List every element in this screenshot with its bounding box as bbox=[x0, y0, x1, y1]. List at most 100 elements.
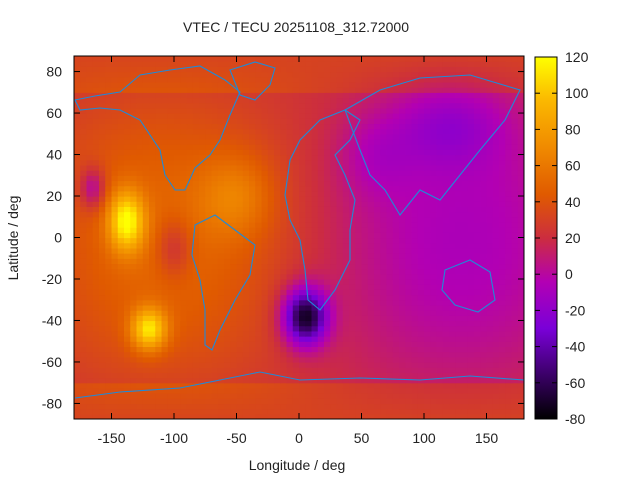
heatmap-cell bbox=[330, 149, 338, 156]
heatmap-cell bbox=[324, 413, 331, 419]
heatmap-cell bbox=[124, 403, 131, 410]
heatmap-cell bbox=[349, 154, 356, 161]
heatmap-cell bbox=[299, 398, 306, 405]
heatmap-cell bbox=[99, 113, 106, 119]
heatmap-cell bbox=[192, 413, 200, 419]
heatmap-cell bbox=[274, 102, 281, 109]
heatmap-cell bbox=[430, 377, 438, 384]
heatmap-cell bbox=[99, 284, 106, 290]
heatmap-cell bbox=[74, 81, 81, 88]
heatmap-cell bbox=[267, 413, 275, 419]
heatmap-cell bbox=[130, 299, 138, 306]
heatmap-cell bbox=[405, 138, 413, 145]
heatmap-cell bbox=[255, 325, 263, 332]
heatmap-cell bbox=[92, 180, 100, 187]
heatmap-cell bbox=[136, 346, 144, 353]
heatmap-cell bbox=[336, 263, 344, 270]
heatmap-cell bbox=[255, 367, 263, 373]
heatmap-cell bbox=[492, 320, 500, 327]
heatmap-cell bbox=[105, 398, 113, 405]
heatmap-cell bbox=[161, 216, 169, 223]
heatmap-cell bbox=[436, 346, 444, 353]
heatmap-cell bbox=[286, 377, 294, 384]
heatmap-cell bbox=[199, 66, 206, 73]
heatmap-cell bbox=[317, 278, 325, 285]
heatmap-cell bbox=[199, 107, 206, 114]
heatmap-cell bbox=[342, 123, 350, 130]
heatmap-cell bbox=[317, 144, 325, 150]
heatmap-cell bbox=[267, 87, 275, 93]
heatmap-cell bbox=[367, 289, 375, 296]
heatmap-cell bbox=[392, 92, 400, 99]
heatmap-cell bbox=[317, 258, 325, 265]
heatmap-cell bbox=[255, 320, 263, 327]
heatmap-cell bbox=[436, 170, 444, 176]
heatmap-cell bbox=[436, 175, 444, 182]
heatmap-cell bbox=[511, 284, 519, 290]
heatmap-cell bbox=[467, 144, 475, 150]
heatmap-cell bbox=[336, 175, 344, 182]
heatmap-cell bbox=[142, 278, 150, 285]
heatmap-cell bbox=[124, 408, 131, 415]
heatmap-cell bbox=[99, 413, 106, 419]
heatmap-cell bbox=[255, 351, 263, 358]
heatmap-cell bbox=[499, 128, 506, 135]
heatmap-cell bbox=[117, 242, 125, 249]
heatmap-cell bbox=[442, 372, 450, 379]
heatmap-cell bbox=[374, 289, 381, 296]
heatmap-cell bbox=[174, 304, 181, 311]
heatmap-cell bbox=[336, 253, 344, 259]
heatmap-cell bbox=[511, 185, 519, 192]
heatmap-cell bbox=[349, 393, 356, 399]
heatmap-cell bbox=[505, 190, 513, 197]
heatmap-cell bbox=[217, 81, 225, 88]
heatmap-cell bbox=[92, 221, 100, 228]
heatmap-cell bbox=[186, 107, 194, 114]
heatmap-cell bbox=[355, 387, 363, 394]
heatmap-cell bbox=[86, 247, 94, 254]
heatmap-cell bbox=[167, 258, 175, 265]
heatmap-cell bbox=[299, 118, 306, 125]
heatmap-cell bbox=[461, 232, 469, 239]
heatmap-cell bbox=[355, 398, 363, 405]
heatmap-cell bbox=[155, 247, 163, 254]
heatmap-cell bbox=[499, 408, 506, 415]
heatmap-cell bbox=[249, 81, 256, 88]
heatmap-cell bbox=[230, 71, 238, 78]
heatmap-cell bbox=[111, 263, 119, 270]
heatmap-cell bbox=[486, 97, 494, 104]
heatmap-cell bbox=[374, 180, 381, 187]
heatmap-cell bbox=[436, 372, 444, 379]
heatmap-cell bbox=[492, 247, 500, 254]
heatmap-cell bbox=[167, 367, 175, 373]
heatmap-cell bbox=[467, 413, 475, 419]
heatmap-cell bbox=[511, 393, 519, 399]
heatmap-cell bbox=[411, 367, 419, 373]
heatmap-cell bbox=[274, 113, 281, 119]
heatmap-cell bbox=[180, 320, 188, 327]
heatmap-cell bbox=[280, 97, 288, 104]
heatmap-cell bbox=[342, 66, 350, 73]
heatmap-cell bbox=[399, 325, 406, 332]
heatmap-cell bbox=[517, 144, 524, 150]
heatmap-cell bbox=[517, 289, 524, 296]
heatmap-cell bbox=[355, 71, 363, 78]
heatmap-cell bbox=[399, 76, 406, 83]
heatmap-cell bbox=[367, 387, 375, 394]
heatmap-cell bbox=[242, 206, 250, 213]
heatmap-cell bbox=[161, 351, 169, 358]
heatmap-cell bbox=[374, 304, 381, 311]
heatmap-cell bbox=[324, 330, 331, 337]
heatmap-cell bbox=[511, 138, 519, 145]
heatmap-cell bbox=[236, 138, 244, 145]
heatmap-cell bbox=[449, 398, 456, 405]
heatmap-cell bbox=[317, 128, 325, 135]
heatmap-cell bbox=[80, 227, 88, 233]
heatmap-cell bbox=[342, 149, 350, 156]
heatmap-cell bbox=[449, 170, 456, 176]
heatmap-cell bbox=[417, 367, 425, 373]
heatmap-cell bbox=[86, 128, 94, 135]
heatmap-cell bbox=[367, 113, 375, 119]
heatmap-cell bbox=[130, 118, 138, 125]
heatmap-cell bbox=[399, 284, 406, 290]
